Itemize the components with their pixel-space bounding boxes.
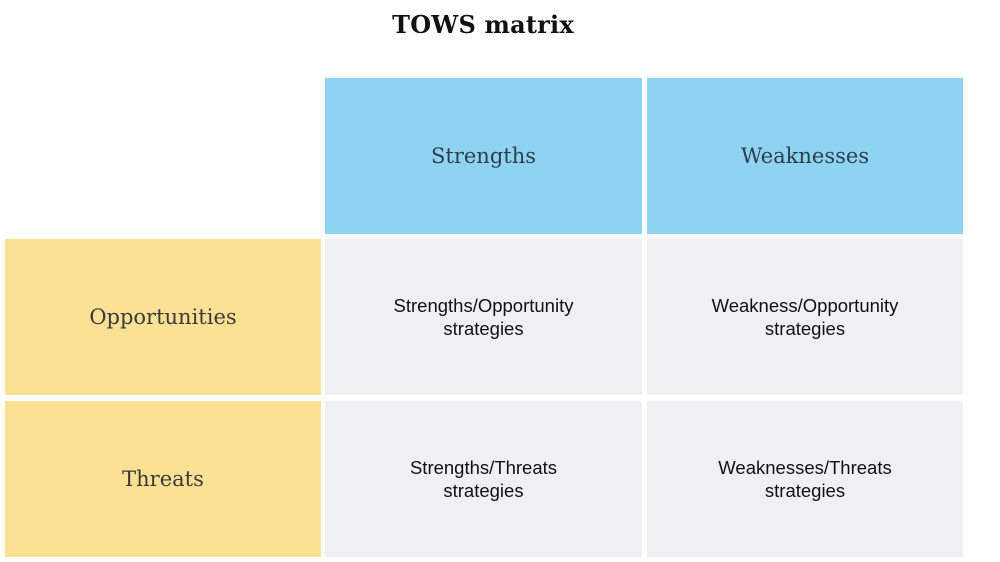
row-header-opportunities: Opportunities [5,239,321,395]
row-header-label: Opportunities [89,305,237,329]
cell-text-line: strategies [443,318,524,339]
column-header-label: Strengths [431,144,536,168]
row-header-threats: Threats [5,401,321,557]
cell-text-line: Weakness/Opportunity [711,295,899,316]
cell-strengths-opportunities: Strengths/Opportunity strategies [325,239,642,395]
cell-text: Weaknesses/Threats strategies [718,456,891,502]
cell-text: Strengths/Opportunity strategies [394,294,574,340]
cell-text-line: Strengths/Threats [409,457,558,478]
column-header-strengths: Strengths [325,78,642,234]
cell-weaknesses-threats: Weaknesses/Threats strategies [647,401,963,557]
cell-weaknesses-opportunities: Weakness/Opportunity strategies [647,239,963,395]
page-title: TOWS matrix [392,10,574,39]
column-header-weaknesses: Weaknesses [647,78,963,234]
cell-strengths-threats: Strengths/Threats strategies [325,401,642,557]
row-header-label: Threats [122,467,204,491]
cell-text-line: strategies [443,480,524,501]
cell-text-line: strategies [764,318,846,339]
cell-text-line: Strengths/Opportunity [393,295,574,316]
cell-text: Strengths/Threats strategies [410,456,557,502]
cell-text-line: Weaknesses/Threats [718,457,892,478]
cell-text: Weakness/Opportunity strategies [712,294,899,340]
cell-text-line: strategies [764,480,846,501]
column-header-label: Weaknesses [740,144,870,168]
